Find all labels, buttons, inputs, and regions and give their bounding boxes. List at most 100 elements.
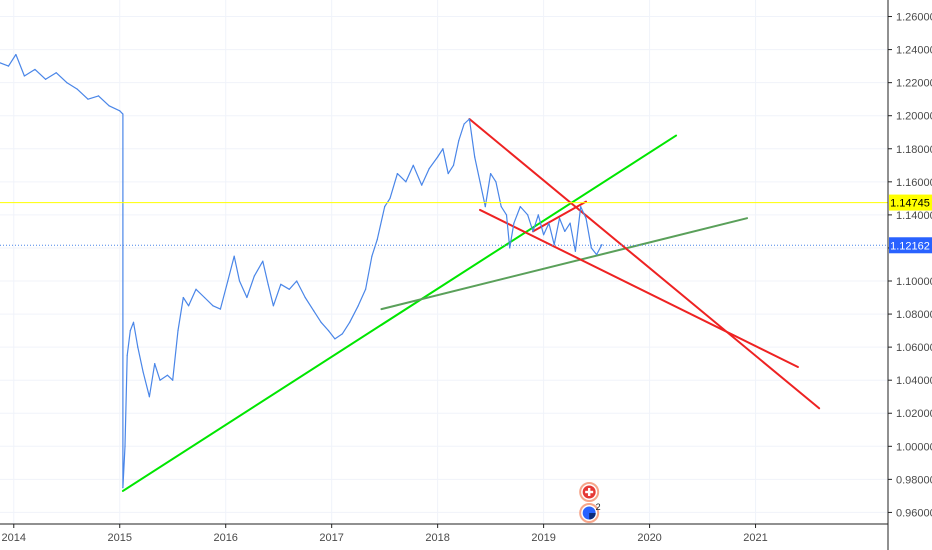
series-point xyxy=(129,329,131,332)
series-point xyxy=(246,296,248,299)
series-point xyxy=(463,123,465,125)
x-tick-label: 2020 xyxy=(637,532,661,544)
series-point xyxy=(262,260,264,262)
series-point xyxy=(142,371,144,373)
y-tick-label: 1.04000 xyxy=(896,375,932,387)
series-point xyxy=(357,305,359,307)
series-point xyxy=(288,288,290,290)
series-point xyxy=(468,118,471,120)
x-tick-label: 2017 xyxy=(319,532,343,544)
series-point xyxy=(537,214,539,216)
x-tick-label: 2014 xyxy=(2,532,26,544)
series-point xyxy=(341,333,343,335)
series-point xyxy=(195,288,197,290)
horizontal-lines[interactable] xyxy=(0,202,888,246)
y-tick-label: 1.08000 xyxy=(896,309,932,321)
series-point xyxy=(505,214,508,216)
price-label-box xyxy=(889,237,932,254)
series-point xyxy=(389,197,391,199)
series-point xyxy=(108,105,110,107)
series-point xyxy=(159,379,161,381)
series-point xyxy=(601,244,603,246)
series-point xyxy=(76,88,78,90)
x-tick-label: 2016 xyxy=(213,532,237,544)
trendline[interactable] xyxy=(479,208,799,368)
series-point xyxy=(304,296,306,299)
series-point xyxy=(513,222,515,224)
trendline[interactable] xyxy=(380,217,749,311)
y-tick-label: 1.10000 xyxy=(896,276,932,288)
badge-count: 2 xyxy=(596,502,601,512)
series-group xyxy=(0,53,603,489)
x-tick-label: 2021 xyxy=(743,532,767,544)
series-point xyxy=(148,396,151,398)
series-point xyxy=(479,181,481,183)
y-tick-label: 1.02000 xyxy=(896,408,932,420)
series-point xyxy=(87,98,89,100)
series-point xyxy=(428,168,430,170)
series-point xyxy=(119,110,121,112)
swiss-flag-icon[interactable] xyxy=(579,482,600,502)
series-point xyxy=(203,296,206,299)
grid xyxy=(0,0,888,524)
series-point xyxy=(595,253,598,256)
series-point xyxy=(474,156,476,158)
series-point xyxy=(23,75,25,77)
earnings-icon[interactable]: 2 xyxy=(579,502,601,523)
series-point xyxy=(371,255,373,257)
series-point xyxy=(126,354,128,356)
y-tick-label: 1.18000 xyxy=(896,144,932,156)
y-tick-label: 0.98000 xyxy=(896,474,932,486)
series-point xyxy=(97,95,100,97)
series-point xyxy=(272,305,274,307)
series-point xyxy=(532,230,534,233)
series-point xyxy=(177,329,179,332)
series-point xyxy=(172,379,174,381)
series-point xyxy=(122,113,124,115)
x-tick-label: 2015 xyxy=(108,532,132,544)
series-point xyxy=(188,305,190,307)
series-point xyxy=(490,172,492,175)
series-point xyxy=(313,310,315,312)
price-series-line xyxy=(0,53,603,489)
time-axis[interactable]: 2014 2015 2016 2017 2018 2019 2020 2021 xyxy=(2,524,768,544)
series-point xyxy=(227,280,229,282)
y-tick-label: 1.00000 xyxy=(896,441,932,453)
series-point xyxy=(66,82,68,84)
series-point xyxy=(519,206,521,208)
series-point xyxy=(412,164,414,166)
price-label-box xyxy=(889,194,932,211)
price-label: 1.14745 xyxy=(890,198,930,210)
series-point xyxy=(384,206,386,208)
y-tick-label: 1.06000 xyxy=(896,342,932,354)
series-point xyxy=(238,280,241,282)
series-point xyxy=(212,305,214,307)
y-tick-label: 1.16000 xyxy=(896,177,932,189)
series-point xyxy=(495,181,497,183)
series-point xyxy=(458,139,460,142)
y-tick-label: 1.24000 xyxy=(896,45,932,57)
y-tick-label: 1.22000 xyxy=(896,78,932,90)
series-point xyxy=(327,329,330,332)
series-point xyxy=(364,288,367,290)
series-point xyxy=(484,206,486,208)
trendline[interactable] xyxy=(468,118,821,410)
y-tick-label: 0.96000 xyxy=(896,507,932,519)
series-point xyxy=(34,68,36,71)
series-point xyxy=(405,181,407,183)
series-point xyxy=(349,321,351,323)
series-point xyxy=(574,250,576,252)
series-point xyxy=(233,255,235,257)
trendlines[interactable] xyxy=(121,118,821,492)
trendline[interactable] xyxy=(121,134,678,492)
series-point xyxy=(376,239,378,241)
series-point xyxy=(55,72,57,74)
series-point xyxy=(580,206,582,208)
series-point xyxy=(253,275,255,277)
series-point xyxy=(543,234,545,236)
series-point xyxy=(527,214,529,216)
series-point xyxy=(267,283,269,285)
event-badges[interactable]: 2 xyxy=(579,482,601,523)
series-point xyxy=(219,308,222,310)
